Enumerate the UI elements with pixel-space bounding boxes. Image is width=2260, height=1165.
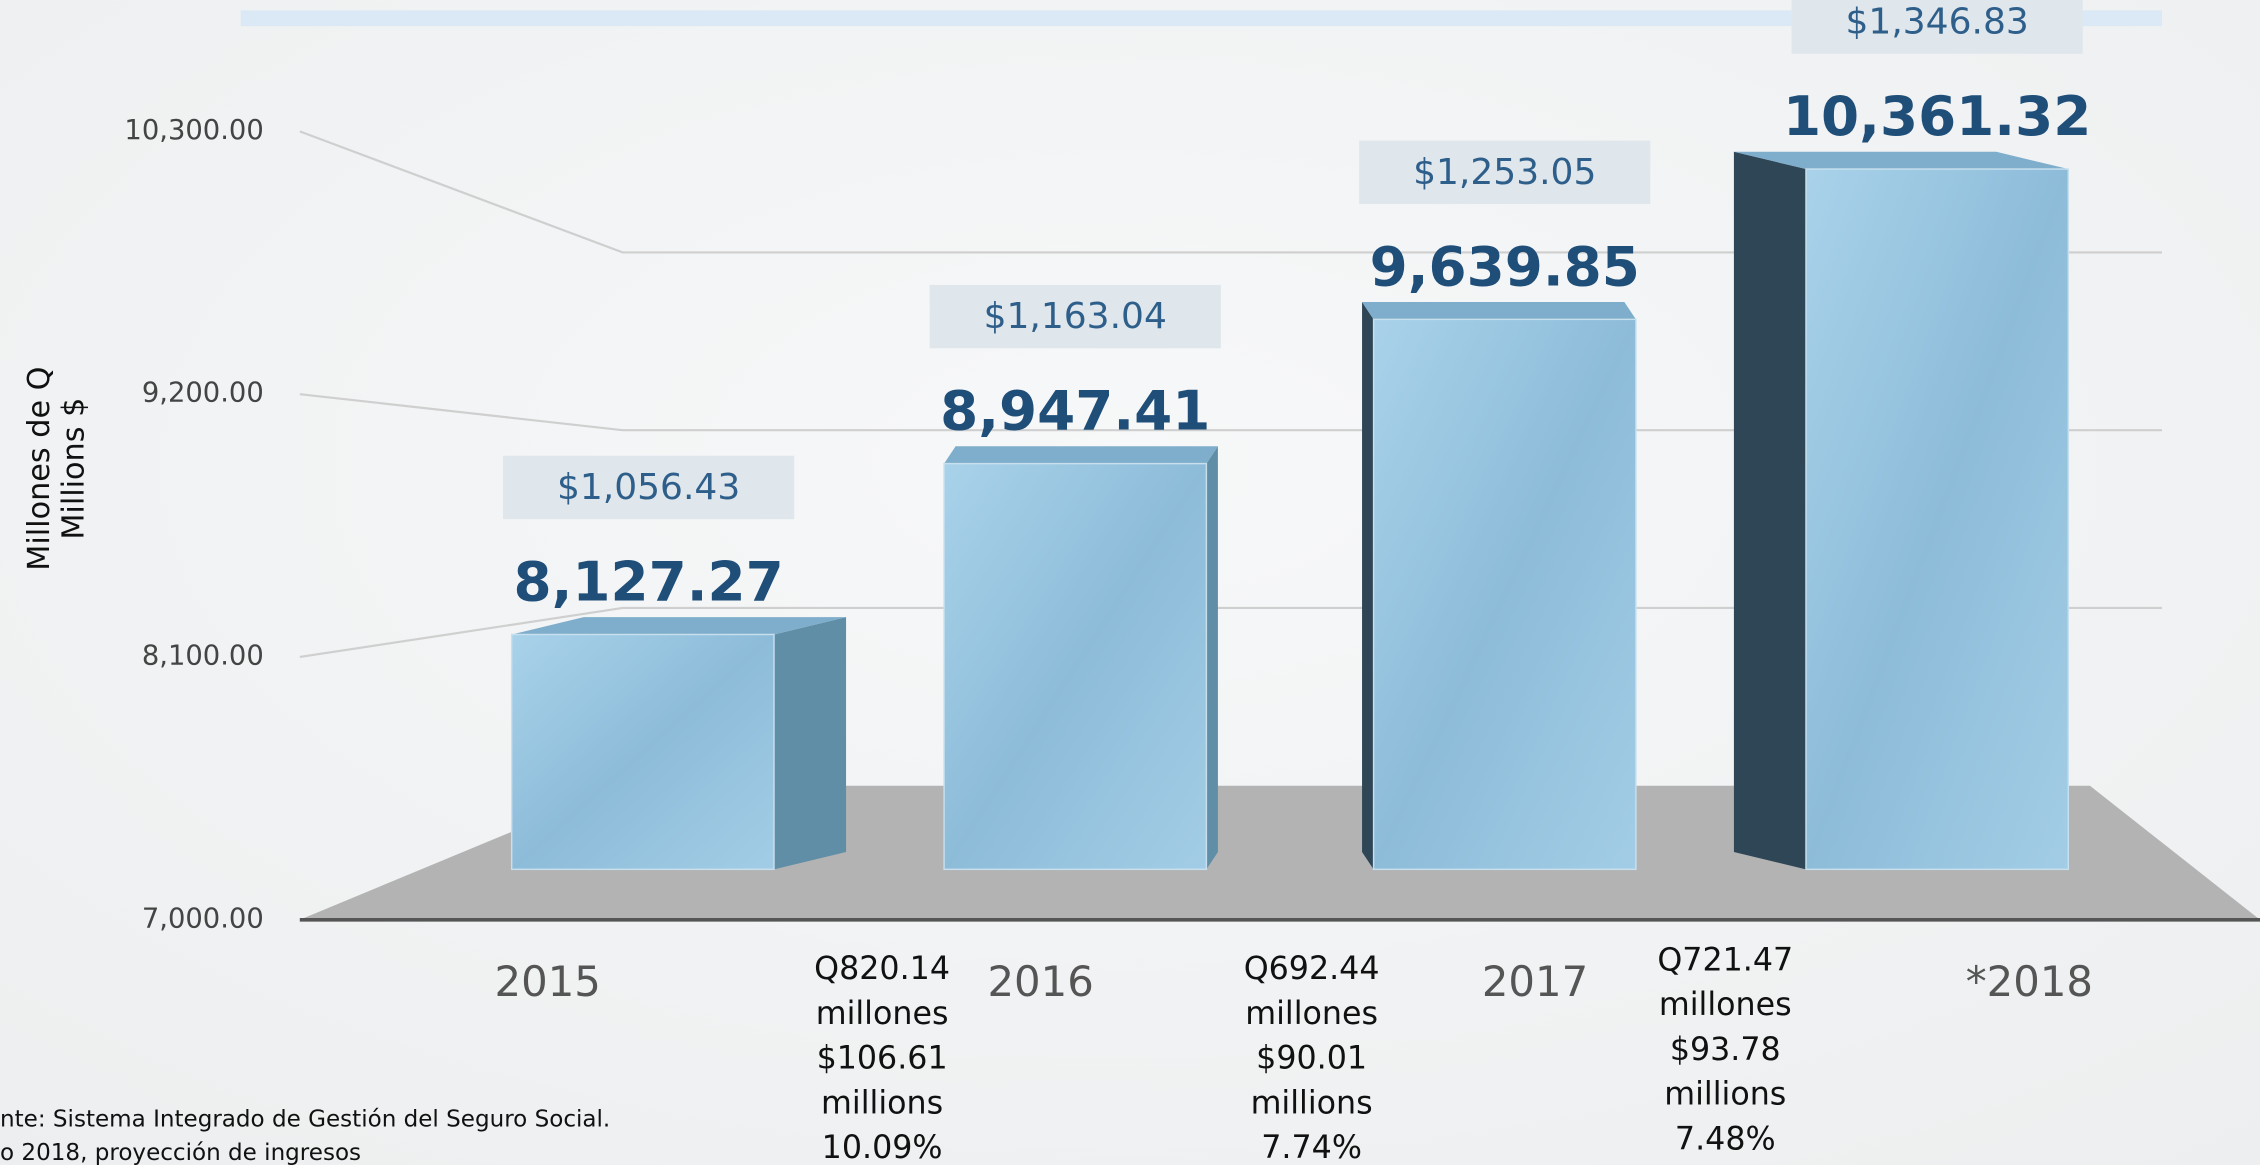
bar-top <box>944 446 1218 464</box>
x-tick-label: *2018 <box>1966 957 2093 1006</box>
growth-annotation: $90.01 <box>1256 1041 1367 1077</box>
bar-top <box>1362 302 1636 320</box>
x-tick-label: 2017 <box>1482 957 1588 1006</box>
usd-box <box>929 284 1221 349</box>
growth-annotation: millones <box>1659 987 1792 1023</box>
grid <box>299 130 2162 659</box>
growth-annotation: millones <box>816 996 949 1032</box>
grid-line <box>299 606 2162 659</box>
usd-box <box>1791 0 2083 54</box>
bar-side <box>1362 302 1374 870</box>
data-label: 8,127.27 <box>513 550 783 614</box>
usd-label: $1,346.83 <box>1845 1 2028 42</box>
usd-label: $1,253.05 <box>1413 152 1596 193</box>
usd-label: $1,163.04 <box>984 296 1167 337</box>
bar-side <box>1206 446 1218 870</box>
source-note: o 2018, proyección de ingresos <box>0 1140 361 1165</box>
top-band <box>240 10 2162 27</box>
bar <box>943 462 1208 871</box>
bar-top <box>511 617 847 635</box>
bars <box>510 151 2070 871</box>
bar-side <box>773 617 847 870</box>
usd-box <box>503 455 795 520</box>
bar-side <box>1733 151 1806 870</box>
growth-annotation: 7.48% <box>1675 1121 1776 1157</box>
x-tick-label: 2016 <box>987 957 1093 1006</box>
bar <box>510 633 775 871</box>
growth-annotation: 7.74% <box>1261 1130 1362 1165</box>
y-tick-label: 9,200.00 <box>142 378 264 409</box>
y-axis-title: Millions $ <box>56 398 91 540</box>
data-label: 10,361.32 <box>1783 84 2091 148</box>
y-axis-title: Millones de Q <box>22 367 57 571</box>
usd-label: $1,056.43 <box>557 467 740 508</box>
usd-box <box>1359 140 1651 205</box>
growth-annotation: Q721.47 <box>1657 943 1793 979</box>
data-label: 8,947.41 <box>940 379 1210 443</box>
grid-line <box>299 130 2162 254</box>
data-label: 9,639.85 <box>1370 234 1640 298</box>
y-tick-label: 8,100.00 <box>142 640 264 671</box>
y-tick-label: 7,000.00 <box>142 903 264 934</box>
growth-annotation: millions <box>1664 1077 1786 1113</box>
bar <box>1805 168 2070 871</box>
x-tick-label: 2015 <box>495 957 601 1006</box>
growth-annotation: millions <box>1251 1085 1373 1121</box>
growth-annotation: $93.78 <box>1670 1032 1781 1068</box>
growth-annotation: Q692.44 <box>1244 951 1380 987</box>
source-note: nte: Sistema Integrado de Gestión del Se… <box>0 1107 610 1133</box>
grid-line <box>299 393 2162 432</box>
growth-annotation: Q820.14 <box>814 951 950 987</box>
growth-annotation: 10.09% <box>822 1130 943 1165</box>
growth-annotation: millones <box>1245 996 1378 1032</box>
growth-annotation: $106.61 <box>817 1041 948 1077</box>
bar <box>1372 318 1637 871</box>
bar-top <box>1733 151 2069 170</box>
y-tick-label: 10,300.00 <box>124 115 263 146</box>
growth-annotation: millions <box>821 1085 943 1121</box>
